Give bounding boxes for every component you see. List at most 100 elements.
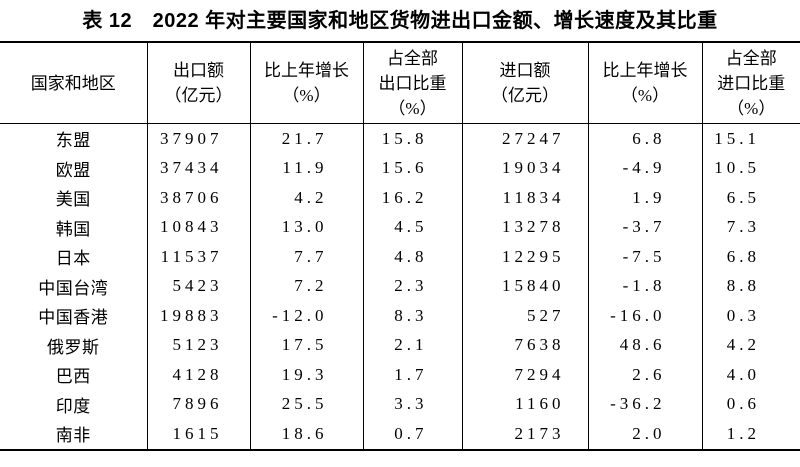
header-label: （亿元） — [164, 86, 233, 105]
cell-export-growth: 25.5 — [250, 389, 364, 419]
cell-import-share: 7.3 — [726, 217, 760, 237]
header-label: 占全部 — [725, 48, 777, 68]
cell-export-growth: 7.7 — [250, 242, 364, 272]
table-row: 中国香港 19883 -12.0 8.3 527 -16.0 0.3 — [0, 301, 800, 331]
cell-export-share: 4.8 — [363, 242, 463, 272]
table-row: 韩国 10843 13.0 4.5 13278 -3.7 7.3 — [0, 212, 800, 242]
cell-region: 印度 — [0, 389, 148, 419]
cell-import: 2173 — [462, 419, 589, 450]
cell-region: 南非 — [0, 419, 148, 450]
cell-import: 1160 — [462, 389, 589, 419]
table-row: 日本 11537 7.7 4.8 12295 -7.5 6.8 — [0, 242, 800, 272]
cell-import-growth: 2.0 — [588, 419, 703, 450]
cell-import-share: 0.3 — [726, 305, 760, 325]
cell-export-share: 4.5 — [363, 212, 463, 242]
table-body: 东盟 37907 21.7 15.8 27247 6.8 15.1 欧盟 374… — [0, 123, 800, 450]
header-label: 国家和地区 — [30, 73, 116, 93]
cell-import-share: 0.6 — [726, 394, 760, 414]
cell-export: 7896 — [147, 389, 251, 419]
cell-export: 10843 — [147, 212, 251, 242]
cell-region: 巴西 — [0, 360, 148, 390]
cell-import-growth: 48.6 — [588, 330, 703, 360]
cell-export-share: 2.1 — [363, 330, 463, 360]
header-label: 比上年增长 — [602, 61, 688, 80]
table-row: 欧盟 37434 11.9 15.6 19034 -4.9 10.5 — [0, 153, 800, 183]
header-label: 占全部 — [387, 48, 438, 68]
cell-export-growth: 18.6 — [250, 419, 364, 450]
cell-export: 37907 — [147, 123, 251, 154]
cell-import-growth: -36.2 — [588, 389, 703, 419]
cell-import-share: 1.2 — [726, 423, 760, 443]
cell-import-share: 10.5 — [714, 158, 760, 178]
header-row: 国家和地区 出口额 （亿元） 比上年增长 （%） 占全部 出口比重 （%） 进口… — [0, 42, 800, 124]
cell-import-share: 6.5 — [726, 187, 760, 207]
header-label: 进口比重 — [717, 73, 786, 93]
cell-export-share: 16.2 — [363, 183, 463, 213]
cell-import: 13278 — [462, 212, 589, 242]
cell-export: 38706 — [147, 183, 251, 213]
cell-import-growth: -16.0 — [588, 301, 703, 331]
cell-region: 日本 — [0, 242, 148, 272]
cell-import: 527 — [462, 301, 589, 331]
header-label: 比上年增长 — [264, 61, 349, 80]
table-row: 巴西 4128 19.3 1.7 7294 2.6 4.0 — [0, 360, 800, 390]
table-header: 国家和地区 出口额 （亿元） 比上年增长 （%） 占全部 出口比重 （%） 进口… — [0, 42, 800, 124]
cell-export: 11537 — [147, 242, 251, 272]
cell-import: 19034 — [462, 153, 589, 183]
table-row: 印度 7896 25.5 3.3 1160 -36.2 0.6 — [0, 389, 800, 419]
cell-region: 东盟 — [0, 123, 148, 154]
table-row: 俄罗斯 5123 17.5 2.1 7638 48.6 4.2 — [0, 330, 800, 360]
header-cell-region: 国家和地区 — [0, 42, 148, 124]
header-cell-export: 出口额 （亿元） — [147, 42, 251, 124]
cell-import-growth: 6.8 — [588, 123, 703, 154]
cell-import: 7294 — [462, 360, 589, 390]
header-label: （%） — [282, 86, 331, 105]
cell-export-share: 1.7 — [363, 360, 463, 390]
cell-export-share: 3.3 — [363, 389, 463, 419]
cell-import-share: 8.8 — [726, 276, 760, 296]
cell-region: 韩国 — [0, 212, 148, 242]
cell-import-growth: -7.5 — [588, 242, 703, 272]
cell-import-growth: -4.9 — [588, 153, 703, 183]
cell-export: 5423 — [147, 271, 251, 301]
cell-region: 欧盟 — [0, 153, 148, 183]
cell-import: 15840 — [462, 271, 589, 301]
cell-export: 4128 — [147, 360, 251, 390]
cell-export-growth: 13.0 — [250, 212, 364, 242]
header-cell-export-growth: 比上年增长 （%） — [250, 42, 364, 124]
cell-import-growth: 2.6 — [588, 360, 703, 390]
cell-import-growth: -1.8 — [588, 271, 703, 301]
cell-import: 27247 — [462, 123, 589, 154]
cell-region: 俄罗斯 — [0, 330, 148, 360]
cell-export-share: 15.6 — [363, 153, 463, 183]
cell-region: 中国香港 — [0, 301, 148, 331]
header-cell-import: 进口额 （亿元） — [462, 42, 589, 124]
cell-export-growth: 7.2 — [250, 271, 364, 301]
cell-export: 19883 — [147, 301, 251, 331]
header-cell-import-share: 占全部 进口比重 （%） — [702, 42, 800, 124]
cell-export-share: 0.7 — [363, 419, 463, 450]
trade-data-table: 国家和地区 出口额 （亿元） 比上年增长 （%） 占全部 出口比重 （%） 进口… — [0, 41, 800, 451]
cell-export-growth: 17.5 — [250, 330, 364, 360]
cell-import-share: 6.8 — [726, 246, 760, 266]
table-row: 美国 38706 4.2 16.2 11834 1.9 6.5 — [0, 183, 800, 213]
cell-export: 5123 — [147, 330, 251, 360]
cell-export: 1615 — [147, 419, 251, 450]
cell-export-growth: 19.3 — [250, 360, 364, 390]
table-row: 南非 1615 18.6 0.7 2173 2.0 1.2 — [0, 419, 800, 450]
cell-import: 7638 — [462, 330, 589, 360]
cell-export-growth: 4.2 — [250, 183, 364, 213]
page-title: 表 12 2022 年对主要国家和地区货物进出口金额、增长速度及其比重 — [82, 10, 718, 32]
table-row: 东盟 37907 21.7 15.8 27247 6.8 15.1 — [0, 123, 800, 154]
header-label: （%） — [727, 98, 776, 118]
header-label: （亿元） — [491, 86, 559, 105]
cell-import-share: 4.2 — [726, 335, 760, 355]
cell-export-growth: 11.9 — [250, 153, 364, 183]
cell-import: 12295 — [462, 242, 589, 272]
header-label: 出口比重 — [378, 73, 447, 93]
table-row: 中国台湾 5423 7.2 2.3 15840 -1.8 8.8 — [0, 271, 800, 301]
header-label: 进口额 — [499, 61, 551, 80]
cell-import-share: 4.0 — [726, 364, 760, 384]
cell-region: 中国台湾 — [0, 271, 148, 301]
